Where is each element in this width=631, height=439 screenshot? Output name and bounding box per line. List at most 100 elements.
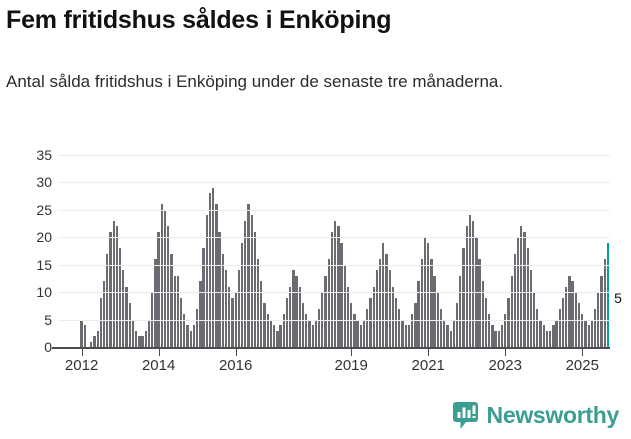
bar <box>256 259 260 347</box>
gridline <box>58 182 610 184</box>
bar <box>369 297 372 347</box>
bar <box>90 341 93 347</box>
bar <box>196 308 199 347</box>
bar <box>295 275 298 347</box>
bar <box>276 330 279 347</box>
bar <box>282 314 285 347</box>
bar <box>240 242 244 347</box>
bar <box>147 319 151 347</box>
bar <box>340 242 343 347</box>
bar <box>176 275 180 347</box>
bar <box>157 231 160 347</box>
bar-chart-bubble-icon <box>452 402 478 429</box>
y-axis-tick-label: 25 <box>36 201 52 218</box>
bar <box>337 226 340 347</box>
bar <box>571 281 574 347</box>
y-axis-labels: 0 5 10 15 20 25 30 35 <box>0 143 52 354</box>
gridline <box>58 209 610 211</box>
bar <box>417 281 420 347</box>
bar <box>218 231 221 347</box>
bar <box>439 308 443 347</box>
gridline <box>58 319 610 321</box>
bar <box>366 308 369 347</box>
bar <box>96 330 99 347</box>
bar <box>221 253 224 347</box>
bar <box>545 330 549 347</box>
bar <box>346 286 350 347</box>
bar <box>443 319 446 347</box>
bar <box>584 319 587 347</box>
bar <box>507 297 510 347</box>
gridline <box>58 155 610 156</box>
bar <box>452 319 456 347</box>
bar <box>192 325 196 347</box>
bar <box>359 325 362 347</box>
y-axis-tick-label: 30 <box>36 174 52 191</box>
bar <box>590 319 594 347</box>
bar <box>314 319 318 347</box>
bar <box>382 242 385 347</box>
highlight-value-label: 5 <box>614 289 622 306</box>
bar <box>154 259 157 347</box>
bar <box>577 303 581 347</box>
bar <box>558 308 561 347</box>
bar <box>350 303 353 347</box>
x-axis-tick-label: 2023 <box>488 357 522 374</box>
gridline <box>58 264 610 266</box>
bar <box>362 319 366 347</box>
x-axis-tick <box>158 349 160 356</box>
x-axis-tick <box>81 349 83 356</box>
bar <box>160 204 163 347</box>
bar <box>600 275 603 347</box>
bar <box>385 253 388 347</box>
bar <box>93 336 96 347</box>
bar <box>269 319 273 347</box>
bar <box>311 325 314 347</box>
bar <box>529 270 533 347</box>
y-axis-tick-label: 15 <box>36 256 52 273</box>
page-title: Fem fritidshus såldes i Enköping <box>6 6 392 34</box>
bar <box>404 325 407 347</box>
bar-series <box>58 155 610 347</box>
bar <box>494 330 497 347</box>
bar <box>334 220 337 347</box>
bar <box>491 325 494 347</box>
bar <box>398 308 401 347</box>
y-axis-tick-label: 5 <box>44 311 52 328</box>
bar <box>433 275 436 347</box>
bar <box>80 319 83 347</box>
bar <box>391 286 395 347</box>
bar <box>273 325 276 347</box>
bar <box>170 253 173 347</box>
bar <box>478 259 481 347</box>
x-axis-tick <box>235 349 237 356</box>
bar <box>125 286 128 347</box>
y-axis-tick-label: 20 <box>36 229 52 246</box>
bar <box>115 226 119 347</box>
bar <box>561 297 565 347</box>
bar <box>420 259 423 347</box>
bar <box>144 330 147 347</box>
bar <box>167 226 170 347</box>
bar <box>330 231 334 347</box>
x-axis-tick <box>582 349 584 356</box>
bar <box>83 325 86 347</box>
bar <box>228 286 231 347</box>
bar <box>205 215 208 347</box>
bar <box>343 264 346 347</box>
plot-area <box>58 155 610 347</box>
x-axis-tick <box>351 349 353 356</box>
bar <box>163 209 167 347</box>
bar <box>356 319 359 347</box>
x-axis-tick-label: 2016 <box>218 357 253 374</box>
bar <box>427 242 430 347</box>
bar <box>568 275 571 347</box>
bar <box>411 314 414 347</box>
bar <box>372 286 375 347</box>
bar <box>128 303 131 347</box>
bar <box>520 226 523 347</box>
x-axis-tick-label: 2019 <box>334 357 368 374</box>
bar <box>138 336 141 347</box>
bar <box>401 319 404 347</box>
bar <box>285 297 289 347</box>
